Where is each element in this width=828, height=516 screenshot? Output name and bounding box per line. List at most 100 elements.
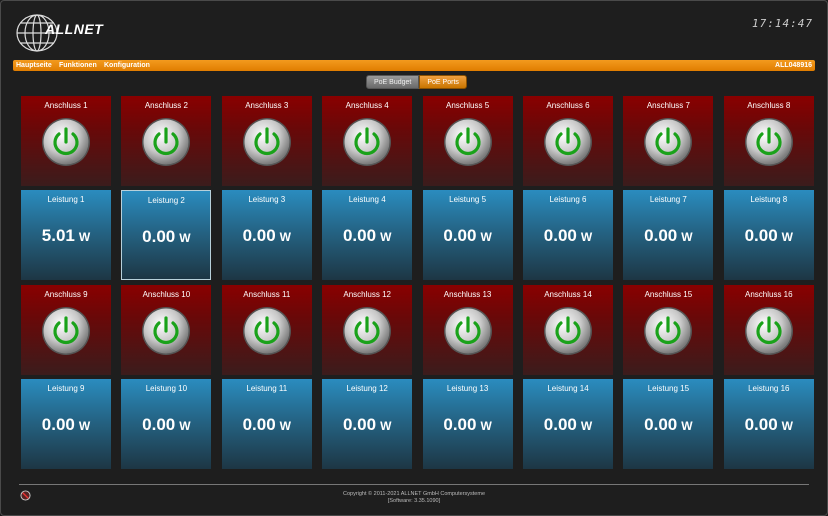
port-label: Anschluss 7 [646,101,690,110]
power-unit: W [279,230,291,244]
power-label: Leistung 6 [549,195,587,204]
power-unit: W [681,230,693,244]
tab[interactable]: PoE Ports [419,75,467,89]
menu-item[interactable]: Hauptseite [16,62,52,69]
port-label: Anschluss 8 [747,101,791,110]
power-value: 0.00 [744,415,778,434]
power-value: 0.00 [443,415,477,434]
power-button[interactable] [242,306,292,356]
power-label: Leistung 2 [147,196,185,205]
power-tile: Leistung 16 0.00 W [723,379,814,469]
port-tile: Anschluss 10 [121,285,212,375]
port-tile: Anschluss 1 [21,96,111,186]
power-reading: 5.01 W [21,226,111,246]
logo-icon [16,14,58,52]
copyright: Copyright © 2011-2021 ALLNET GmbH Comput… [342,491,486,497]
power-button[interactable] [41,306,91,356]
power-reading: 0.00 W [724,226,814,246]
port-label: Anschluss 14 [544,290,592,299]
port-label: Anschluss 11 [243,290,291,299]
power-label: Leistung 5 [449,195,487,204]
power-unit: W [179,419,191,433]
port-tile: Anschluss 12 [322,285,413,375]
device-name: ALL048916 [775,62,812,69]
tab[interactable]: PoE Budget [366,75,420,89]
port-tile: Anschluss 7 [623,96,714,186]
menu-item[interactable]: Funktionen [59,62,97,69]
power-tile: Leistung 11 0.00 W [221,379,312,469]
power-tile: Leistung 6 0.00 W [523,190,613,280]
power-label: Leistung 1 [47,195,85,204]
divider [19,484,809,485]
power-label: Leistung 8 [750,195,788,204]
power-tile: Leistung 9 0.00 W [21,379,111,469]
power-label: Leistung 9 [47,384,85,393]
port-label: Anschluss 1 [44,101,88,110]
power-unit: W [681,419,693,433]
power-label: Leistung 12 [346,384,388,393]
port-label: Anschluss 4 [345,101,389,110]
power-unit: W [781,230,793,244]
power-tile: Leistung 2 0.00 W [121,190,212,280]
port-label: Anschluss 9 [44,290,88,299]
port-label: Anschluss 13 [443,290,492,299]
power-tile: Leistung 15 0.00 W [623,379,714,469]
power-reading: 0.00 W [222,226,312,246]
power-tile: Leistung 5 0.00 W [422,190,513,280]
power-button[interactable] [643,117,693,167]
power-unit: W [279,419,291,433]
power-button[interactable] [643,306,693,356]
power-unit: W [480,230,492,244]
power-label: Leistung 7 [649,195,687,204]
power-button[interactable] [342,117,392,167]
power-tile: Leistung 8 0.00 W [723,190,814,280]
port-tile: Anschluss 8 [723,96,814,186]
port-tile: Anschluss 5 [422,96,513,186]
power-button[interactable] [342,306,392,356]
power-label: Leistung 15 [647,384,690,393]
power-reading: 0.00 W [322,415,412,435]
power-value: 0.00 [543,226,577,245]
power-label: Leistung 10 [145,384,188,393]
menu-item[interactable]: Konfiguration [104,62,150,69]
power-button[interactable] [242,117,292,167]
power-value: 0.00 [342,226,377,245]
power-reading: 0.00 W [222,415,312,435]
power-label: Leistung 14 [547,384,589,393]
power-label: Leistung 4 [348,195,386,204]
power-button[interactable] [141,306,191,356]
power-button[interactable] [744,117,794,167]
power-unit: W [179,231,191,245]
power-value: 0.00 [242,415,276,434]
power-reading: 0.00 W [523,415,613,435]
power-value: 0.00 [543,415,577,434]
power-button[interactable] [141,117,191,167]
power-unit: W [78,419,91,433]
power-tile: Leistung 13 0.00 W [422,379,513,469]
menu-bar: Hauptseite Funktionen Konfiguration ALL0… [13,60,815,71]
power-reading: 0.00 W [724,415,814,435]
port-tile: Anschluss 4 [322,96,413,186]
power-reading: 0.00 W [423,415,513,435]
power-unit: W [580,230,593,244]
power-button[interactable] [41,117,91,167]
power-unit: W [380,230,392,244]
footer-icon[interactable] [20,490,31,501]
tabs: PoE Budget PoE Ports [366,75,467,89]
power-tile: Leistung 4 0.00 W [322,190,413,280]
power-reading: 0.00 W [21,415,111,435]
power-button[interactable] [543,117,593,167]
power-button[interactable] [543,306,593,356]
power-label: Leistung 16 [748,384,790,393]
clock: 17:14:47 [752,17,813,30]
power-reading: 0.00 W [322,226,412,246]
port-tile: Anschluss 3 [221,96,312,186]
power-button[interactable] [443,306,493,356]
power-label: Leistung 3 [248,195,286,204]
power-button[interactable] [744,306,794,356]
power-reading: 0.00 W [623,226,713,246]
power-button[interactable] [443,117,493,167]
power-tile: Leistung 1 5.01 W [21,190,111,280]
port-label: Anschluss 5 [446,101,490,110]
